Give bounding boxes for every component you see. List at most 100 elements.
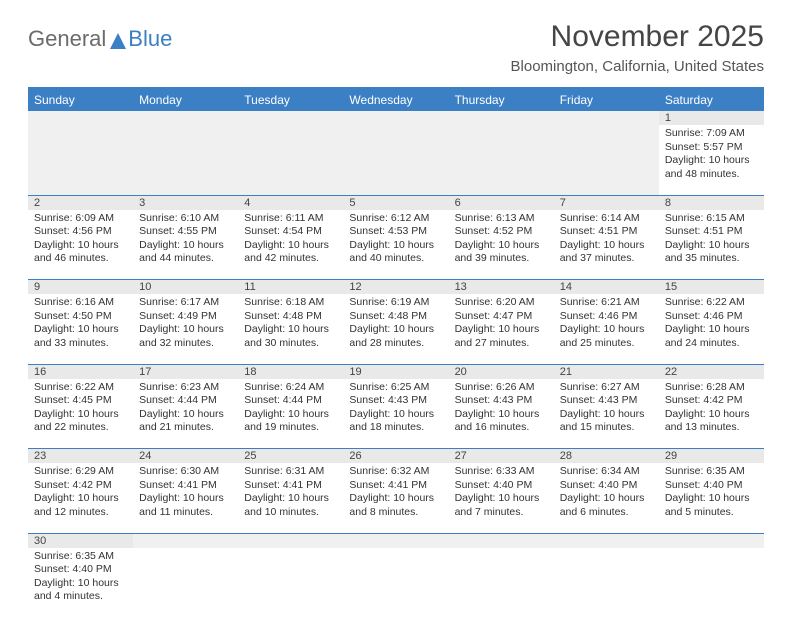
day-cell: Sunrise: 6:34 AMSunset: 4:40 PMDaylight:… <box>554 463 659 533</box>
sunrise-text: Sunrise: 6:15 AM <box>665 212 758 226</box>
day-number <box>133 111 238 125</box>
sunrise-text: Sunrise: 6:14 AM <box>560 212 653 226</box>
month-title: November 2025 <box>511 20 764 54</box>
sunset-text: Sunset: 4:41 PM <box>139 479 232 493</box>
sunset-text: Sunset: 4:43 PM <box>349 394 442 408</box>
day-cell-body: Sunrise: 6:15 AMSunset: 4:51 PMDaylight:… <box>665 212 758 267</box>
day-number: 5 <box>343 195 448 210</box>
day-cell-body: Sunrise: 6:24 AMSunset: 4:44 PMDaylight:… <box>244 381 337 436</box>
day-number <box>343 111 448 125</box>
sunrise-text: Sunrise: 6:27 AM <box>560 381 653 395</box>
day-cell-body: Sunrise: 6:16 AMSunset: 4:50 PMDaylight:… <box>34 296 127 351</box>
day-number <box>554 533 659 548</box>
sunrise-text: Sunrise: 7:09 AM <box>665 127 758 141</box>
day-cell: Sunrise: 6:22 AMSunset: 4:45 PMDaylight:… <box>28 379 133 449</box>
daylight-text: Daylight: 10 hours and 32 minutes. <box>139 323 232 350</box>
day-cell <box>343 548 448 618</box>
sunset-text: Sunset: 4:45 PM <box>34 394 127 408</box>
sunset-text: Sunset: 4:44 PM <box>139 394 232 408</box>
sunset-text: Sunset: 4:46 PM <box>665 310 758 324</box>
daylight-text: Daylight: 10 hours and 37 minutes. <box>560 239 653 266</box>
sunrise-text: Sunrise: 6:23 AM <box>139 381 232 395</box>
day-cell: Sunrise: 6:15 AMSunset: 4:51 PMDaylight:… <box>659 210 764 280</box>
day-cell: Sunrise: 6:31 AMSunset: 4:41 PMDaylight:… <box>238 463 343 533</box>
day-cell-body: Sunrise: 6:34 AMSunset: 4:40 PMDaylight:… <box>560 465 653 520</box>
daylight-text: Daylight: 10 hours and 6 minutes. <box>560 492 653 519</box>
sunrise-text: Sunrise: 6:17 AM <box>139 296 232 310</box>
day-cell: Sunrise: 7:09 AMSunset: 5:57 PMDaylight:… <box>659 125 764 195</box>
daylight-text: Daylight: 10 hours and 48 minutes. <box>665 154 758 181</box>
daynum-row: 23242526272829 <box>28 449 764 464</box>
day-cell: Sunrise: 6:25 AMSunset: 4:43 PMDaylight:… <box>343 379 448 449</box>
daylight-text: Daylight: 10 hours and 16 minutes. <box>455 408 548 435</box>
sunrise-text: Sunrise: 6:26 AM <box>455 381 548 395</box>
day-cell <box>133 125 238 195</box>
sunset-text: Sunset: 4:50 PM <box>34 310 127 324</box>
day-cell-body: Sunrise: 6:21 AMSunset: 4:46 PMDaylight:… <box>560 296 653 351</box>
sunrise-text: Sunrise: 6:13 AM <box>455 212 548 226</box>
daylight-text: Daylight: 10 hours and 33 minutes. <box>34 323 127 350</box>
day-cell <box>659 548 764 618</box>
day-cell-body: Sunrise: 6:26 AMSunset: 4:43 PMDaylight:… <box>455 381 548 436</box>
daylight-text: Daylight: 10 hours and 46 minutes. <box>34 239 127 266</box>
day-number: 23 <box>28 449 133 464</box>
sunrise-text: Sunrise: 6:35 AM <box>34 550 127 564</box>
day-cell-body: Sunrise: 6:11 AMSunset: 4:54 PMDaylight:… <box>244 212 337 267</box>
day-cell-body: Sunrise: 6:30 AMSunset: 4:41 PMDaylight:… <box>139 465 232 520</box>
day-number: 9 <box>28 280 133 295</box>
daylight-text: Daylight: 10 hours and 5 minutes. <box>665 492 758 519</box>
sunrise-text: Sunrise: 6:22 AM <box>34 381 127 395</box>
day-cell: Sunrise: 6:12 AMSunset: 4:53 PMDaylight:… <box>343 210 448 280</box>
sunrise-text: Sunrise: 6:09 AM <box>34 212 127 226</box>
sunrise-text: Sunrise: 6:31 AM <box>244 465 337 479</box>
day-number <box>343 533 448 548</box>
day-cell <box>449 125 554 195</box>
sunrise-text: Sunrise: 6:32 AM <box>349 465 442 479</box>
day-cell: Sunrise: 6:29 AMSunset: 4:42 PMDaylight:… <box>28 463 133 533</box>
daylight-text: Daylight: 10 hours and 15 minutes. <box>560 408 653 435</box>
day-cell-body: Sunrise: 6:33 AMSunset: 4:40 PMDaylight:… <box>455 465 548 520</box>
sunset-text: Sunset: 4:43 PM <box>455 394 548 408</box>
sunrise-text: Sunrise: 6:25 AM <box>349 381 442 395</box>
day-cell-body: Sunrise: 6:29 AMSunset: 4:42 PMDaylight:… <box>34 465 127 520</box>
dayheader-tue: Tuesday <box>238 89 343 111</box>
day-number: 19 <box>343 364 448 379</box>
sunset-text: Sunset: 4:40 PM <box>665 479 758 493</box>
day-cell-body: Sunrise: 6:20 AMSunset: 4:47 PMDaylight:… <box>455 296 548 351</box>
daylight-text: Daylight: 10 hours and 18 minutes. <box>349 408 442 435</box>
day-cell-body: Sunrise: 6:09 AMSunset: 4:56 PMDaylight:… <box>34 212 127 267</box>
day-number: 2 <box>28 195 133 210</box>
day-cell-body: Sunrise: 6:35 AMSunset: 4:40 PMDaylight:… <box>34 550 127 605</box>
location-text: Bloomington, California, United States <box>511 58 764 75</box>
calendar-body: 1Sunrise: 7:09 AMSunset: 5:57 PMDaylight… <box>28 111 764 618</box>
daylight-text: Daylight: 10 hours and 11 minutes. <box>139 492 232 519</box>
sunset-text: Sunset: 4:41 PM <box>244 479 337 493</box>
sunset-text: Sunset: 4:44 PM <box>244 394 337 408</box>
dayheader-fri: Friday <box>554 89 659 111</box>
day-cell-body: Sunrise: 6:22 AMSunset: 4:46 PMDaylight:… <box>665 296 758 351</box>
day-cell-body: Sunrise: 6:32 AMSunset: 4:41 PMDaylight:… <box>349 465 442 520</box>
day-number <box>238 111 343 125</box>
sunrise-text: Sunrise: 6:16 AM <box>34 296 127 310</box>
dayheader-thu: Thursday <box>449 89 554 111</box>
sunset-text: Sunset: 4:40 PM <box>34 563 127 577</box>
sunset-text: Sunset: 4:47 PM <box>455 310 548 324</box>
day-number: 17 <box>133 364 238 379</box>
dayheader-sat: Saturday <box>659 89 764 111</box>
day-cell: Sunrise: 6:19 AMSunset: 4:48 PMDaylight:… <box>343 294 448 364</box>
daynum-row: 9101112131415 <box>28 280 764 295</box>
day-number: 14 <box>554 280 659 295</box>
sunrise-text: Sunrise: 6:30 AM <box>139 465 232 479</box>
day-number <box>659 533 764 548</box>
day-number <box>133 533 238 548</box>
sunset-text: Sunset: 4:51 PM <box>560 225 653 239</box>
day-cell: Sunrise: 6:23 AMSunset: 4:44 PMDaylight:… <box>133 379 238 449</box>
daylight-text: Daylight: 10 hours and 44 minutes. <box>139 239 232 266</box>
daylight-text: Daylight: 10 hours and 40 minutes. <box>349 239 442 266</box>
daynum-row: 2345678 <box>28 195 764 210</box>
day-cell <box>343 125 448 195</box>
sunset-text: Sunset: 4:53 PM <box>349 225 442 239</box>
sunrise-text: Sunrise: 6:19 AM <box>349 296 442 310</box>
daylight-text: Daylight: 10 hours and 21 minutes. <box>139 408 232 435</box>
sunset-text: Sunset: 4:46 PM <box>560 310 653 324</box>
